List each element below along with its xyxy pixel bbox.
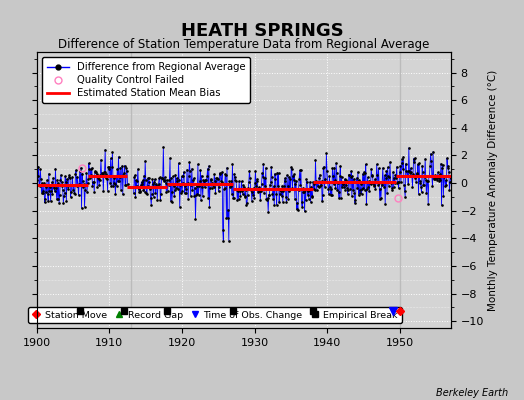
Y-axis label: Monthly Temperature Anomaly Difference (°C): Monthly Temperature Anomaly Difference (… xyxy=(488,69,498,311)
Title: Difference of Station Temperature Data from Regional Average: Difference of Station Temperature Data f… xyxy=(58,38,429,51)
Legend: Station Move, Record Gap, Time of Obs. Change, Empirical Break: Station Move, Record Gap, Time of Obs. C… xyxy=(28,307,402,323)
Text: Berkeley Earth: Berkeley Earth xyxy=(436,388,508,398)
Text: HEATH SPRINGS: HEATH SPRINGS xyxy=(181,22,343,40)
